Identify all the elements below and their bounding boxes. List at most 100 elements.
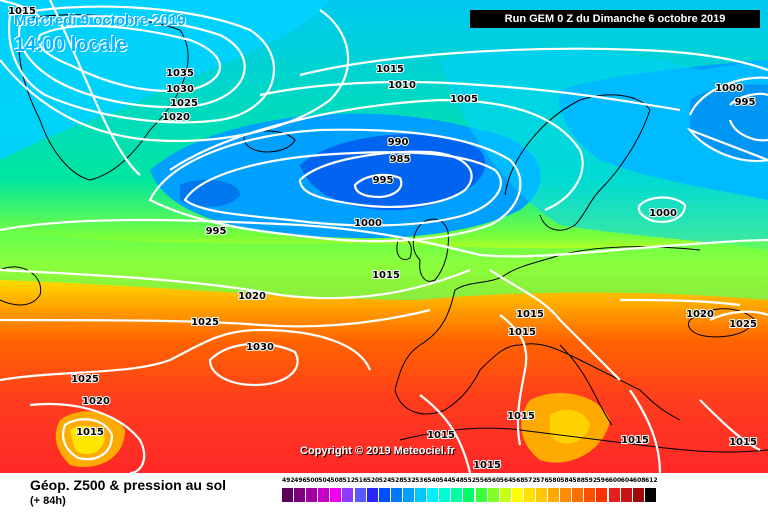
legend-swatch — [415, 488, 427, 502]
legend-value: 584 — [560, 477, 573, 484]
isobar-1030-high — [208, 342, 299, 387]
isobar-1025-sw — [0, 328, 372, 382]
isobar-1020 — [0, 9, 350, 143]
legend-value: 500 — [306, 477, 319, 484]
legend-swatch — [354, 488, 366, 502]
weather-map: 1015 1035 1030 1025 1020 1015 1010 1005 1000 995 9… — [0, 0, 768, 473]
legend-value: 552 — [463, 477, 477, 484]
isobar-1025-mid — [0, 308, 431, 328]
valid-time-title: 14:00 locale — [14, 34, 128, 56]
newfoundland-coast — [0, 266, 42, 306]
legend-value: 540 — [427, 477, 440, 484]
isobar-1020-sw — [29, 403, 146, 473]
legend-swatches — [282, 488, 657, 502]
legend-value: 568 — [511, 477, 525, 484]
legend-value: 596 — [596, 477, 610, 484]
isobar-1015-iberia — [419, 394, 472, 473]
legend-value: 532 — [403, 477, 416, 484]
legend-swatch — [342, 488, 354, 502]
isobar-label: 1035 — [166, 68, 194, 79]
legend-swatch — [294, 488, 306, 502]
scandinavia-coast — [504, 94, 651, 231]
isobar-labels: 1015 1035 1030 1025 1020 1015 1010 1005 1000 995 9… — [7, 5, 758, 472]
legend-value: 612 — [645, 477, 658, 484]
north-africa-coast — [399, 427, 768, 453]
isobar-label: 1015 — [376, 64, 404, 75]
isobar-label: 1015 — [507, 411, 535, 422]
legend-value: 544 — [439, 477, 452, 484]
legend-value: 556 — [475, 477, 489, 484]
isobar-label: 1015 — [8, 6, 36, 17]
greenland-coast — [18, 14, 189, 181]
legend-value: 592 — [584, 477, 598, 484]
british-isles-coast — [412, 218, 449, 282]
isobar-1020-mid — [0, 268, 471, 300]
isobar-1010 — [259, 80, 681, 112]
isobar-label: 1015 — [729, 437, 757, 448]
legend-swatch — [439, 488, 451, 502]
height-field-blue-w — [180, 179, 240, 207]
isobar-label: 1015 — [516, 309, 544, 320]
isobar-label: 985 — [390, 154, 411, 165]
isobar-995-ne — [728, 92, 768, 142]
isobar-995 — [183, 151, 502, 227]
isobar-label: 1020 — [82, 396, 110, 407]
isobar-1035 — [37, 24, 221, 93]
isobar-1015-med2 — [489, 269, 621, 381]
legend-value: 508 — [330, 477, 343, 484]
isobar-label: 1000 — [354, 218, 382, 229]
isobar-1000-ne — [686, 76, 768, 163]
legend-swatch — [475, 488, 487, 502]
legend-swatch — [330, 488, 342, 502]
isobar-1000-e — [637, 196, 687, 223]
isobar-1015-arc — [299, 47, 768, 77]
isobar-label: 1015 — [473, 460, 501, 471]
isobar-1025-e — [709, 310, 768, 321]
copyright-text: Copyright © 2019 Meteociel.fr — [300, 445, 455, 457]
isobar-1005 — [169, 98, 584, 212]
isobars — [0, 0, 768, 473]
forecast-hour: (+ 84h) — [30, 495, 66, 507]
isobar-1015-med — [499, 314, 528, 446]
legend-value: 512 — [342, 477, 356, 484]
legend-swatch — [535, 488, 547, 502]
isobar-label: 1025 — [191, 317, 219, 328]
isobar-1015-e — [699, 399, 761, 451]
isobar-1030 — [17, 15, 246, 109]
valid-date-title: Mercredi 9 octobre 2019 — [14, 12, 186, 29]
legend-swatch — [427, 488, 439, 502]
height-field-cyan-nw — [0, 0, 330, 160]
legend-value: 536 — [415, 477, 428, 484]
isobar-1025 — [7, 5, 276, 124]
isobar-1015-sw — [61, 418, 114, 461]
isobar-label: 990 — [388, 137, 409, 148]
height-field-yellow-sw — [70, 425, 105, 455]
legend-swatch — [451, 488, 463, 502]
isobar-label: 1020 — [686, 309, 714, 320]
legend-swatch — [596, 488, 608, 502]
isobar-label: 1030 — [166, 84, 194, 95]
legend-value: 528 — [390, 477, 404, 484]
legend-value: 492 — [282, 477, 295, 484]
legend-value: 600 — [608, 477, 622, 484]
isobar-label: 1015 — [427, 430, 455, 441]
isobar-label: 1020 — [162, 112, 190, 123]
legend-value: 572 — [524, 477, 537, 484]
legend-value: 576 — [536, 477, 549, 484]
legend-swatch — [463, 488, 475, 502]
isobar-label: 995 — [735, 97, 756, 108]
isobar-label: 1030 — [246, 342, 274, 353]
legend-value: 564 — [499, 477, 513, 484]
legend-value: 496 — [294, 477, 307, 484]
legend-swatch — [632, 488, 644, 502]
legend-value: 548 — [451, 477, 464, 484]
italy-coast — [559, 344, 613, 426]
legend-swatch — [366, 488, 378, 502]
legend-value: 520 — [366, 477, 380, 484]
footer-bar: Géop. Z500 & pression au sol (+ 84h) 492… — [0, 473, 768, 512]
legend-value: 588 — [572, 477, 585, 484]
isobar-label: 1000 — [715, 83, 743, 94]
isobar-990 — [298, 150, 473, 208]
map-area: 1015 1035 1030 1025 1020 1015 1010 1005 1000 995 9… — [0, 0, 768, 473]
isobar-label: 1010 — [388, 80, 416, 91]
